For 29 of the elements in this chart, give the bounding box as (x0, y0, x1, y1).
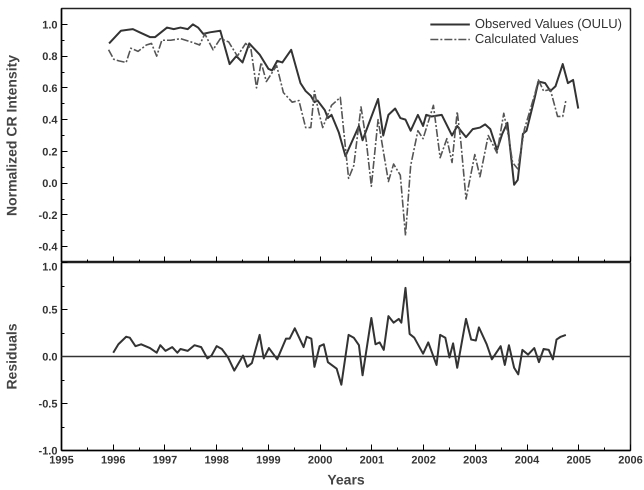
y-tick-label: 0.2 (42, 146, 58, 158)
y-tick-label: 1.0 (42, 262, 58, 274)
x-tick-label: 2006 (618, 454, 643, 466)
y-axis-title: Normalized CR Intensity (4, 54, 20, 216)
x-tick-label: 1995 (49, 454, 74, 466)
x-tick-label: 2003 (463, 454, 488, 466)
y-tick-label: 0.8 (42, 51, 58, 64)
x-tick-label: 2005 (566, 454, 592, 466)
x-tick-label: 2000 (308, 454, 332, 466)
x-tick-label: 2004 (514, 454, 540, 466)
y-tick-label: -0.2 (38, 210, 58, 222)
y-tick-label: 0.5 (42, 304, 58, 316)
y-tick-label: 0.0 (42, 352, 58, 364)
x-tick-label: 1999 (256, 454, 281, 466)
y-tick-label: -0.4 (38, 242, 58, 254)
x-tick-label: 1998 (204, 454, 229, 466)
legend-label: Observed Values (OULU) (474, 16, 622, 31)
y-tick-label: 0.0 (42, 178, 58, 190)
x-axis-title: Years (327, 472, 365, 488)
legend-label: Calculated Values (474, 31, 579, 46)
x-tick-label: 1996 (100, 454, 126, 466)
y-axis-title: Residuals (4, 323, 20, 390)
x-tick-label: 2002 (411, 454, 436, 466)
y-tick-label: 0.6 (42, 82, 58, 95)
x-tick-label: 1997 (152, 454, 178, 466)
x-tick-label: 2001 (360, 454, 384, 466)
y-tick-label: 1.0 (42, 19, 58, 32)
y-tick-label: 0.4 (42, 114, 58, 127)
y-tick-label: -0.5 (38, 398, 58, 410)
